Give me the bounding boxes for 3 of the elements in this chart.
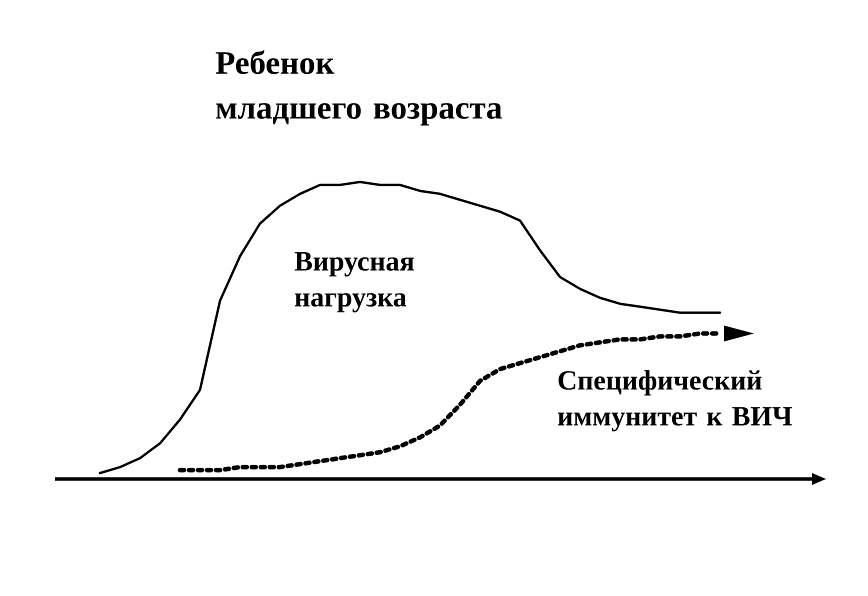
series-label: Вирусная нагрузка	[294, 252, 414, 312]
chart-title: Ребенок младшего возраста	[216, 50, 502, 126]
legend-label: Специфический иммунитет к ВИЧ	[558, 370, 792, 432]
